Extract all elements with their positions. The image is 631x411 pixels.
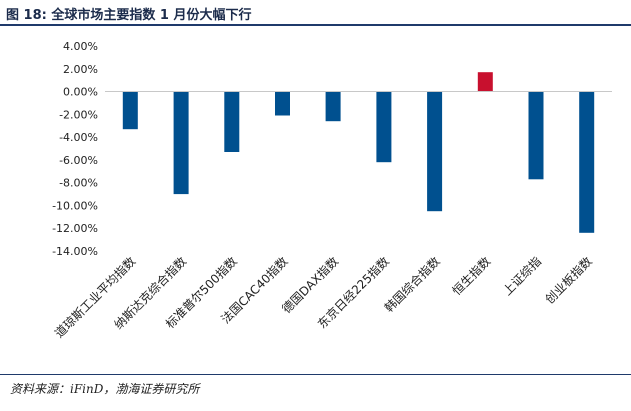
x-category-label: 创业板指数 <box>542 254 595 307</box>
bar <box>122 91 138 130</box>
y-tick-label: -10.00% <box>52 199 98 212</box>
bar <box>579 91 595 233</box>
bar <box>325 91 341 122</box>
x-axis-labels: 道琼斯工业平均指数纳斯达克综合指数标准普尔500指数法国CAC40指数德国DAX… <box>51 254 594 341</box>
bar-series <box>122 72 595 233</box>
title-divider <box>0 24 631 26</box>
y-tick-label: -6.00% <box>59 154 98 167</box>
y-tick-label: -8.00% <box>59 177 98 190</box>
bar <box>173 91 189 195</box>
bar <box>376 91 392 163</box>
y-tick-label: -4.00% <box>59 131 98 144</box>
x-category-label: 恒生指数 <box>449 254 494 299</box>
y-tick-label: -14.00% <box>52 245 98 258</box>
y-tick-label: 2.00% <box>63 63 98 76</box>
source-divider <box>0 374 631 375</box>
bar <box>528 91 544 180</box>
y-axis-ticks: 4.00% 2.00% 0.00% -2.00% -4.00% -6.00% -8.00% -… <box>52 40 98 258</box>
y-tick-label: 4.00% <box>63 40 98 53</box>
y-tick-label: -2.00% <box>59 108 98 121</box>
bar <box>275 91 290 116</box>
y-tick-label: 0.00% <box>63 86 98 99</box>
source-note: 资料来源：iFinD，渤海证券研究所 <box>10 382 200 396</box>
y-tick-label: -12.00% <box>52 222 98 235</box>
figure-title: 图 18: 全球市场主要指数 1 月份大幅下行 <box>6 8 252 23</box>
bar <box>224 91 240 152</box>
x-category-label: 上证综指 <box>500 254 545 299</box>
bar <box>477 72 493 92</box>
bar <box>427 91 443 212</box>
